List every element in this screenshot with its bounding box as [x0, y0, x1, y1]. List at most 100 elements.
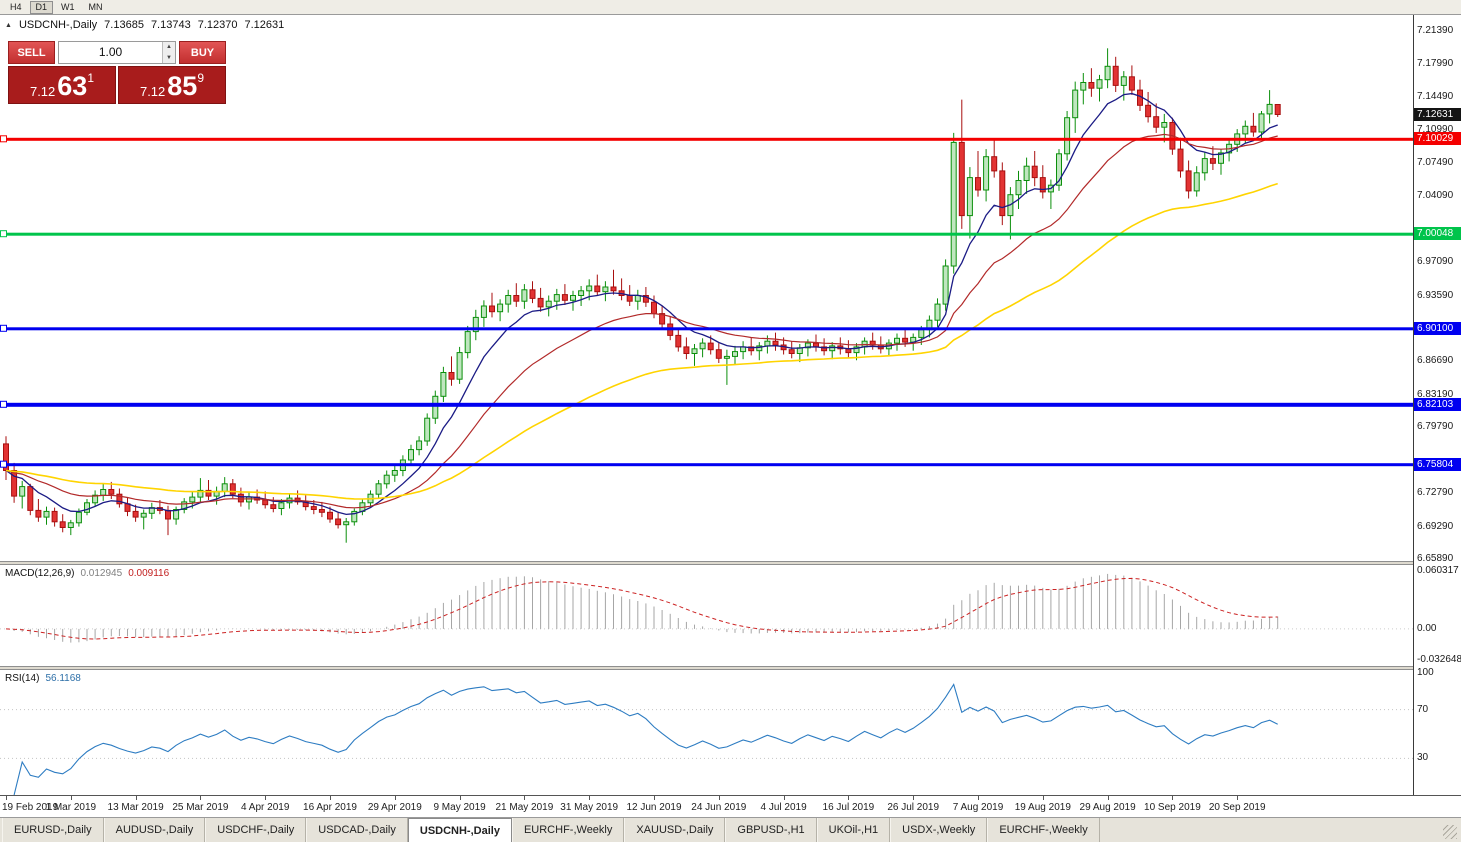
rsi-label: RSI(14) 56.1168	[5, 673, 81, 684]
rsi-chart[interactable]	[0, 670, 1413, 795]
chart-tab-label: EURCHF-,Weekly	[999, 824, 1088, 836]
macd-main-value: 0.012945	[80, 568, 123, 579]
time-axis-tick	[848, 796, 850, 800]
time-axis-label: 10 Sep 2019	[1144, 802, 1201, 813]
buy-price-panel[interactable]: 7.12 85 9	[118, 66, 226, 104]
price-axis-tick: 6.72790	[1417, 487, 1454, 499]
price-axis-tick: 7.07490	[1417, 157, 1454, 169]
price-chart-pane[interactable]: ▲ USDCNH-,Daily 7.13685 7.13743 7.12370 …	[0, 15, 1413, 561]
buy-price-prefix: 7.12	[139, 84, 166, 99]
collapse-arrow-icon[interactable]: ▲	[5, 21, 12, 29]
time-axis-label: 7 Aug 2019	[952, 802, 1004, 813]
sell-button[interactable]: SELL	[8, 41, 55, 64]
chart-tab-label: USDCNH-,Daily	[419, 824, 500, 837]
chart-tab-gbpusd-h1[interactable]: GBPUSD-,H1	[725, 818, 817, 842]
chart-tab-label: XAUUSD-,Daily	[636, 824, 714, 836]
time-axis-label: 19 Feb 2019	[2, 802, 59, 813]
time-axis[interactable]: 19 Feb 2019 1 Mar 2019 13 Mar 2019 25 Mar 2…	[0, 795, 1461, 817]
price-axis-tick: 6.86690	[1417, 355, 1454, 367]
macd-signal-value: 0.009116	[128, 568, 170, 579]
price-axis-tick: 6.79790	[1417, 420, 1454, 432]
chart-tab-usdchf-daily[interactable]: USDCHF-,Daily	[205, 818, 307, 842]
chart-tabs: EURUSD-,Daily AUDUSD-,Daily USDCHF-,Daily U…	[0, 818, 1443, 842]
time-axis-label: 12 Jun 2019	[626, 802, 682, 813]
bar-open-value: 7.13685	[104, 19, 144, 31]
sell-price-pipette: 1	[87, 71, 95, 85]
price-axis[interactable]: 7.21390 7.17990 7.14490 7.10990 7.07490 7.040…	[1413, 15, 1461, 795]
price-axis-tick: 7.17990	[1417, 57, 1454, 69]
time-axis-label: 29 Aug 2019	[1079, 802, 1136, 813]
chart-window[interactable]: ▲ USDCNH-,Daily 7.13685 7.13743 7.12370 …	[0, 15, 1413, 795]
time-axis-label: 24 Jun 2019	[691, 802, 747, 813]
price-axis-tick: 6.97090	[1417, 256, 1454, 268]
time-axis-label: 21 May 2019	[495, 802, 554, 813]
price-axis-tick: 7.04090	[1417, 189, 1454, 201]
bar-low-value: 7.12370	[197, 19, 238, 31]
symbol-header: ▲ USDCNH-,Daily 7.13685 7.13743 7.12370 …	[5, 19, 284, 31]
time-axis-label: 19 Aug 2019	[1014, 802, 1071, 813]
time-axis-tick	[265, 796, 267, 800]
macd-chart[interactable]	[0, 565, 1413, 666]
rsi-value: 56.1168	[45, 673, 81, 684]
time-axis-tick	[978, 796, 979, 800]
time-axis-tick	[524, 796, 526, 800]
hline-price-badge: 7.10029	[1414, 132, 1461, 146]
time-axis-tick	[1237, 796, 1239, 800]
chart-tab-label: USDCHF-,Daily	[217, 824, 295, 836]
chart-tab-eurchf-weekly[interactable]: EURCHF-,Weekly	[511, 818, 625, 842]
price-axis-tick: 7.10990	[1417, 124, 1454, 136]
time-axis-tick	[135, 796, 137, 800]
price-axis-tick: 6.93590	[1417, 289, 1454, 301]
price-axis-tick: 7.21390	[1417, 25, 1454, 37]
resize-grip-icon	[1443, 825, 1457, 839]
price-axis-tick: 7.14490	[1417, 90, 1454, 102]
chart-tab-usdcnh-daily[interactable]: USDCNH-,Daily	[407, 818, 512, 842]
time-axis-tick	[200, 796, 202, 800]
hline-price-badge: 7.00048	[1414, 227, 1461, 241]
time-axis-label: 26 Jul 2019	[887, 802, 940, 813]
one-click-trading-widget: SELL 1.00 ▲ ▼ BUY 7.12 63 1 7.12	[8, 41, 226, 104]
chart-tab-audusd-daily[interactable]: AUDUSD-,Daily	[103, 818, 206, 842]
sell-price-prefix: 7.12	[29, 84, 56, 99]
chart-tab-usdcad-daily[interactable]: USDCAD-,Daily	[306, 818, 408, 842]
pane-splitter-macd[interactable]	[0, 561, 1461, 565]
time-axis-label: 16 Jul 2019	[822, 802, 875, 813]
time-axis-label: 31 May 2019	[560, 802, 619, 813]
time-axis-label: 20 Sep 2019	[1208, 802, 1266, 813]
sell-price-panel[interactable]: 7.12 63 1	[8, 66, 116, 104]
chart-tab-eurusd-daily[interactable]: EURUSD-,Daily	[2, 818, 104, 842]
macd-pane[interactable]: MACD(12,26,9) 0.012945 0.009116	[0, 565, 1413, 666]
timeframe-toolbar: H4 D1 W1 MN	[0, 0, 1461, 15]
time-axis-label: 16 Apr 2019	[303, 802, 357, 813]
bar-close-value: 7.12631	[244, 19, 285, 31]
buy-button[interactable]: BUY	[179, 41, 226, 64]
timeframe-button-w1[interactable]: W1	[55, 1, 81, 14]
timeframe-button-mn[interactable]: MN	[83, 1, 109, 14]
chart-tab-label: USDX-,Weekly	[902, 824, 976, 836]
buy-price-big-digits: 85	[167, 71, 198, 101]
volume-value[interactable]: 1.00	[98, 45, 123, 59]
timeframe-button-h4[interactable]: H4	[4, 1, 28, 14]
timeframe-button-d1[interactable]: D1	[29, 0, 54, 14]
chart-tab-usdx-weekly[interactable]: USDX-,Weekly	[890, 818, 988, 842]
macd-axis-tick: 0.060317	[1417, 564, 1459, 576]
chart-tab-xauusd-daily[interactable]: XAUUSD-,Daily	[624, 818, 726, 842]
time-axis-tick	[589, 796, 591, 800]
volume-stepper[interactable]: 1.00 ▲ ▼	[58, 41, 176, 64]
chart-tab-eurchf-weekly[interactable]: EURCHF-,Weekly	[987, 818, 1100, 842]
hline-price-badge: 6.82103	[1414, 397, 1461, 411]
rsi-pane[interactable]: RSI(14) 56.1168	[0, 670, 1413, 795]
time-axis-label: 29 Apr 2019	[367, 802, 422, 813]
price-axis-tick: 6.65890	[1417, 553, 1454, 564]
chart-tab-ukoil-h1[interactable]: UKOil-,H1	[816, 818, 891, 842]
chart-tab-label: GBPUSD-,H1	[737, 824, 805, 836]
time-axis-label: 1 Mar 2019	[45, 802, 97, 813]
time-axis-label: 13 Mar 2019	[107, 802, 164, 813]
macd-axis-tick: 0.00	[1417, 622, 1437, 634]
candlestick-chart[interactable]	[0, 15, 1413, 561]
pane-splitter-rsi[interactable]	[0, 666, 1461, 670]
volume-up-arrow-icon[interactable]: ▲	[163, 42, 175, 53]
volume-down-arrow-icon[interactable]: ▼	[163, 52, 175, 63]
buy-price-pipette: 9	[197, 71, 205, 85]
chart-tab-label: EURCHF-,Weekly	[523, 824, 613, 836]
